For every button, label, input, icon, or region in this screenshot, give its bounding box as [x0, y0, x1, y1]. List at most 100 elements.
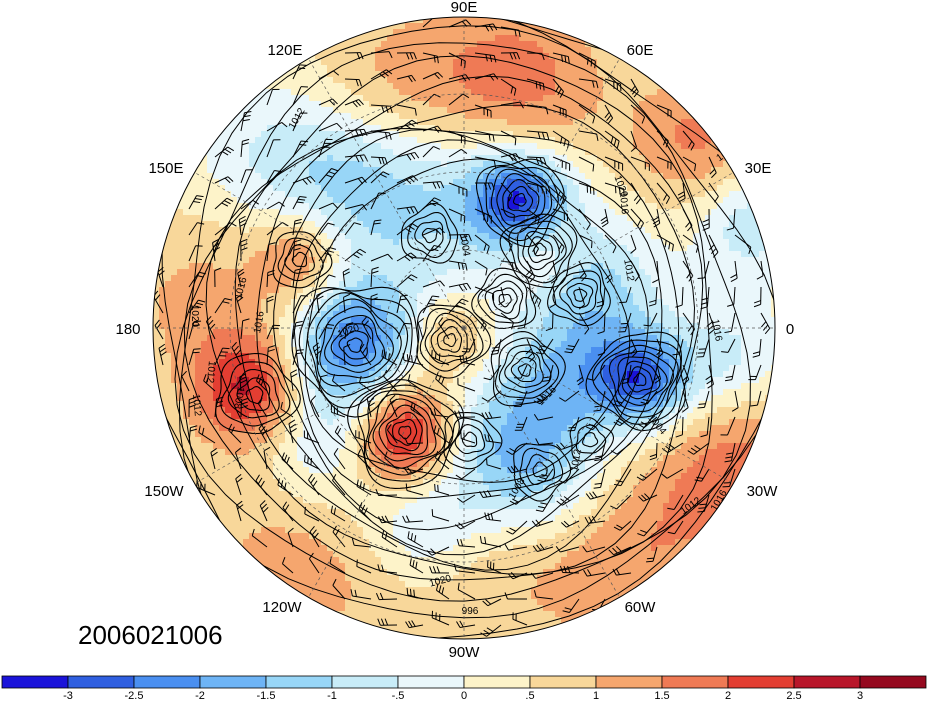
- shading-cell: [501, 155, 508, 162]
- shading-cell: [729, 35, 736, 42]
- shading-cell: [255, 203, 262, 210]
- shading-cell: [297, 137, 304, 144]
- shading-cell: [753, 137, 760, 144]
- shading-cell: [285, 77, 292, 84]
- shading-cell: [369, 35, 376, 42]
- shading-cell: [771, 125, 775, 132]
- shading-cell: [459, 245, 466, 252]
- shading-cell: [483, 89, 490, 96]
- shading-cell: [237, 263, 244, 270]
- shading-cell: [537, 89, 544, 96]
- shading-cell: [309, 215, 316, 222]
- shading-cell: [351, 173, 358, 180]
- shading-cell: [165, 131, 172, 138]
- shading-cell: [279, 221, 286, 228]
- shading-cell: [267, 89, 274, 96]
- shading-cell: [279, 113, 286, 120]
- shading-cell: [159, 137, 166, 144]
- shading-cell: [765, 47, 772, 54]
- shading-cell: [411, 71, 418, 78]
- shading-cell: [633, 239, 640, 246]
- shading-cell: [471, 233, 478, 240]
- shading-cell: [171, 29, 178, 36]
- shading-cell: [339, 107, 346, 114]
- shading-cell: [465, 29, 472, 36]
- shading-cell: [423, 209, 430, 216]
- shading-cell: [441, 197, 448, 204]
- shading-cell: [363, 233, 370, 240]
- shading-cell: [435, 119, 442, 126]
- shading-cell: [201, 119, 208, 126]
- shading-cell: [579, 131, 586, 138]
- shading-cell: [681, 29, 688, 36]
- shading-cell: [669, 119, 676, 126]
- shading-cell: [519, 233, 526, 240]
- shading-cell: [483, 227, 490, 234]
- shading-cell: [153, 149, 160, 156]
- shading-cell: [747, 227, 754, 234]
- shading-cell: [645, 125, 652, 132]
- shading-cell: [519, 125, 526, 132]
- shading-cell: [735, 233, 742, 240]
- shading-cell: [627, 263, 634, 270]
- shading-cell: [291, 251, 298, 258]
- shading-cell: [591, 53, 598, 60]
- shading-cell: [669, 263, 676, 270]
- shading-cell: [309, 71, 316, 78]
- shading-cell: [177, 41, 184, 48]
- shading-cell: [531, 35, 538, 42]
- shading-cell: [273, 167, 280, 174]
- shading-cell: [297, 251, 304, 258]
- shading-cell: [513, 155, 520, 162]
- shading-cell: [453, 215, 460, 222]
- shading-cell: [171, 107, 178, 114]
- shading-cell: [585, 233, 592, 240]
- shading-cell: [285, 17, 292, 24]
- shading-cell: [153, 221, 160, 228]
- shading-cell: [387, 77, 394, 84]
- shading-cell: [291, 71, 298, 78]
- shading-cell: [651, 293, 658, 300]
- shading-cell: [657, 29, 664, 36]
- shading-cell: [663, 17, 670, 24]
- shading-cell: [621, 215, 628, 222]
- shading-cell: [213, 17, 220, 24]
- shading-cell: [171, 281, 178, 288]
- shading-cell: [579, 245, 586, 252]
- shading-cell: [675, 173, 682, 180]
- shading-cell: [195, 149, 202, 156]
- shading-cell: [717, 191, 724, 198]
- shading-cell: [711, 71, 718, 78]
- shading-cell: [519, 71, 526, 78]
- shading-cell: [597, 17, 604, 24]
- shading-cell: [663, 65, 670, 72]
- shading-cell: [621, 119, 628, 126]
- shading-cell: [771, 215, 775, 222]
- shading-cell: [303, 71, 310, 78]
- shading-cell: [267, 107, 274, 114]
- shading-cell: [717, 263, 724, 270]
- shading-cell: [573, 257, 580, 264]
- shading-cell: [699, 167, 706, 174]
- shading-cell: [201, 149, 208, 156]
- shading-cell: [465, 35, 472, 42]
- shading-cell: [585, 227, 592, 234]
- shading-cell: [195, 155, 202, 162]
- shading-cell: [261, 95, 268, 102]
- shading-cell: [717, 137, 724, 144]
- shading-cell: [399, 167, 406, 174]
- shading-cell: [603, 137, 610, 144]
- shading-cell: [183, 269, 190, 276]
- shading-cell: [303, 161, 310, 168]
- shading-cell: [537, 179, 544, 186]
- shading-cell: [495, 77, 502, 84]
- shading-cell: [441, 293, 448, 300]
- shading-cell: [633, 59, 640, 66]
- shading-cell: [687, 299, 694, 306]
- shading-cell: [525, 17, 532, 24]
- shading-cell: [609, 161, 616, 168]
- shading-cell: [315, 89, 322, 96]
- shading-cell: [285, 149, 292, 156]
- shading-cell: [189, 59, 196, 66]
- shading-cell: [267, 155, 274, 162]
